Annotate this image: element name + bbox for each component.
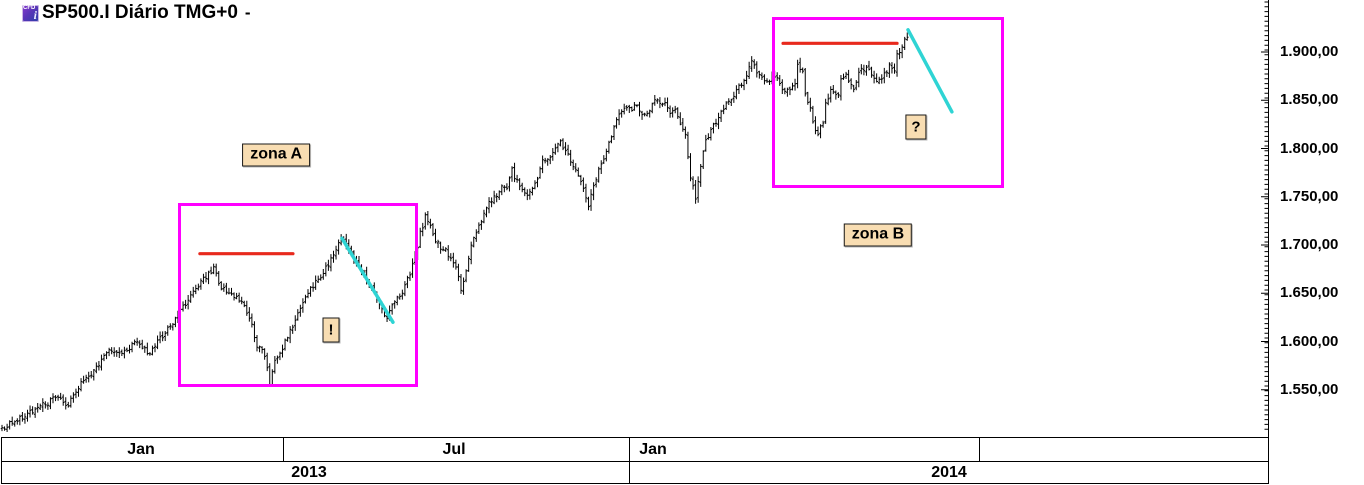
chart-title: SP500.I Diário TMG+0 <box>42 2 238 23</box>
cfd-icon-i: i <box>33 7 37 22</box>
chart-title-bar: CFD i SP500.I Diário TMG+0 - <box>22 2 251 24</box>
price-axis-label: 1.900,00 <box>1280 43 1339 60</box>
price-axis-label: 1.850,00 <box>1280 91 1339 109</box>
time-axis-separator <box>629 438 630 461</box>
price-axis-label: 1.550,00 <box>1280 380 1339 398</box>
cfd-icon-text: CFD <box>23 4 36 11</box>
zona-a-rectangle[interactable] <box>177 202 418 387</box>
price-axis-label: 1.750,00 <box>1280 187 1339 205</box>
time-axis-separator <box>283 438 284 461</box>
price-axis-label: 1.600,00 <box>1280 332 1339 350</box>
price-axis-label: 1.800,00 <box>1280 139 1339 157</box>
zona-b-label[interactable]: zona B <box>843 223 913 247</box>
exclamation-label[interactable]: ! <box>322 317 340 343</box>
time-axis-months-row[interactable]: Jan Jul Jan <box>1 437 1268 461</box>
projection-line-b[interactable] <box>906 28 954 114</box>
projection-line-a[interactable] <box>340 236 395 324</box>
price-axis-label: 1.700,00 <box>1280 236 1339 253</box>
time-axis-month-label: Jul <box>442 441 466 458</box>
time-axis-year-label: 2013 <box>291 464 327 481</box>
price-axis-line <box>1268 0 1269 484</box>
time-axis-month-label: Jan <box>127 441 155 458</box>
time-axis-separator <box>979 438 980 461</box>
time-axis-years-row[interactable]: 2013 2014 <box>1 461 1268 484</box>
cfd-instrument-icon: CFD i <box>22 4 39 22</box>
ohlc-bars <box>0 32 909 432</box>
question-label[interactable]: ? <box>905 114 927 140</box>
price-axis-ticks <box>1261 1 1268 430</box>
time-axis-month-label: Jan <box>639 441 667 458</box>
time-axis-year-label: 2014 <box>931 464 967 481</box>
zona-a-label[interactable]: zona A <box>242 143 311 167</box>
time-axis-separator <box>629 462 630 483</box>
chart-title-collapse-dash[interactable]: - <box>244 3 251 22</box>
price-axis-label: 1.650,00 <box>1280 284 1339 302</box>
zona-b-rectangle[interactable] <box>772 17 1005 189</box>
